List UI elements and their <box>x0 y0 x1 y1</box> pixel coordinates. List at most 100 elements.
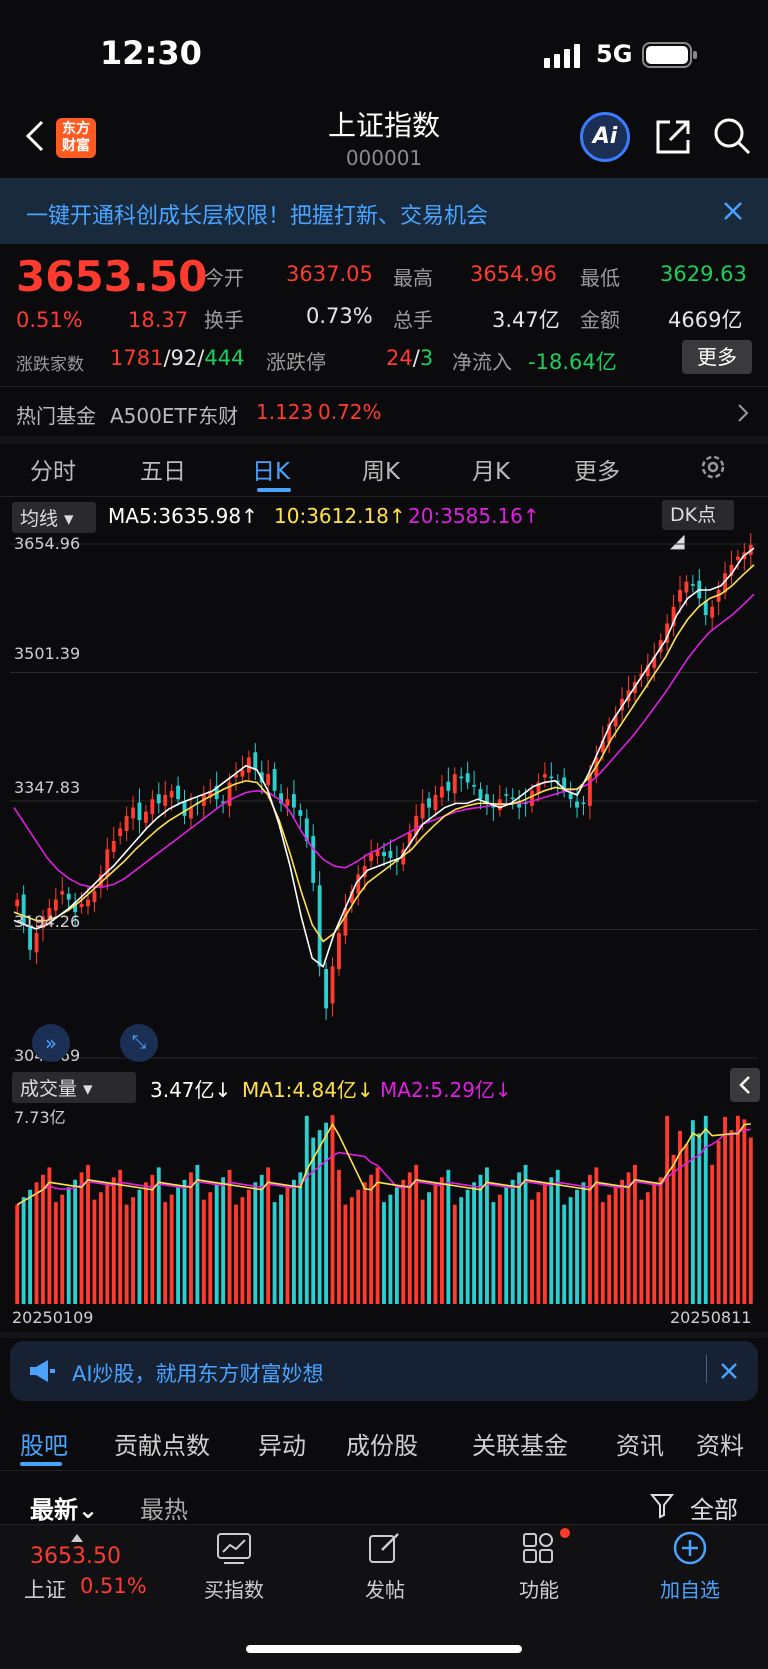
edit-post-icon[interactable] <box>368 1530 402 1564</box>
tab-day-k[interactable]: 日K <box>252 459 291 485</box>
candle <box>375 849 380 857</box>
candle <box>176 785 181 800</box>
collapse-left-icon[interactable] <box>730 1068 760 1102</box>
share-icon[interactable] <box>654 118 692 156</box>
filter-icon[interactable] <box>649 1492 676 1520</box>
tab-constituents[interactable]: 成份股 <box>346 1432 418 1460</box>
fullscreen-icon[interactable]: ⤡ <box>120 1024 158 1062</box>
tab-more[interactable]: 更多 <box>574 459 620 485</box>
volume-bar <box>504 1187 509 1304</box>
volume-max-label: 7.73亿 <box>14 1108 66 1127</box>
volume-bar <box>156 1167 161 1304</box>
settings-gear-icon[interactable] <box>698 452 728 482</box>
volume-bar <box>337 1169 341 1304</box>
nav-add-favorite[interactable]: 加自选 <box>660 1578 720 1602</box>
tab-forum[interactable]: 股吧 <box>20 1432 68 1460</box>
candle <box>246 757 251 773</box>
tab-timeshare[interactable]: 分时 <box>30 459 76 485</box>
volume-bar <box>723 1116 727 1304</box>
candle <box>478 789 483 800</box>
volume-bar <box>131 1197 135 1304</box>
notification-dot <box>560 1528 570 1538</box>
volume-bar <box>716 1140 721 1304</box>
candlestick-chart[interactable] <box>10 532 758 1068</box>
tab-month-k[interactable]: 月K <box>472 459 511 485</box>
volume-bar <box>330 1115 335 1304</box>
volume-bar <box>118 1169 123 1304</box>
volume-chart[interactable] <box>10 1104 758 1304</box>
breadth-label: 涨跌家数 <box>16 355 84 375</box>
candle <box>143 811 148 823</box>
tab-profile[interactable]: 资料 <box>696 1432 744 1460</box>
candle <box>504 794 509 796</box>
hot-fund-label: 热门基金 <box>16 404 96 428</box>
tab-related-funds[interactable]: 关联基金 <box>472 1432 568 1460</box>
candle <box>60 891 65 895</box>
more-button[interactable]: 更多 <box>682 340 752 374</box>
volume-bar <box>66 1187 71 1304</box>
volume-selector[interactable]: 成交量 ▾ <box>12 1072 136 1103</box>
candle <box>311 835 316 883</box>
filter-all[interactable]: 全部 <box>690 1496 738 1524</box>
candle <box>690 584 695 586</box>
volume-bar <box>176 1187 181 1304</box>
megaphone-icon <box>28 1358 56 1384</box>
volume-value: 3.47亿 <box>492 308 560 332</box>
turnover-value: 0.73% <box>306 304 373 328</box>
volume-bar <box>742 1119 747 1304</box>
sort-latest[interactable]: 最新⌄ <box>30 1496 99 1524</box>
candle <box>131 807 135 819</box>
nav-pct[interactable]: 0.51% <box>80 1574 147 1598</box>
ai-promo-bar[interactable] <box>10 1341 758 1401</box>
apps-icon[interactable] <box>522 1532 556 1566</box>
nav-buy-index[interactable]: 买指数 <box>204 1578 264 1602</box>
nav-function[interactable]: 功能 <box>519 1578 559 1602</box>
candle <box>485 794 489 804</box>
candle <box>79 903 84 908</box>
volume-bar <box>234 1204 238 1304</box>
candle <box>343 907 348 936</box>
candle <box>549 776 554 779</box>
volume-bar <box>626 1172 631 1304</box>
candle <box>266 774 271 785</box>
nav-price[interactable]: 3653.50 <box>30 1544 121 1569</box>
promo-banner[interactable] <box>0 178 768 244</box>
buy-index-icon[interactable] <box>216 1532 252 1566</box>
back-icon[interactable] <box>22 118 46 154</box>
candle <box>47 907 52 919</box>
candle <box>86 899 90 907</box>
candle <box>433 794 438 811</box>
close-icon[interactable] <box>720 1362 738 1380</box>
tab-news[interactable]: 资讯 <box>616 1432 664 1460</box>
nav-index-name[interactable]: 上证 <box>24 1578 66 1602</box>
volume-bar <box>485 1167 489 1304</box>
add-circle-icon[interactable] <box>672 1530 708 1566</box>
volume-bar <box>240 1197 245 1304</box>
hot-fund-name[interactable]: A500ETF东财 <box>110 404 239 428</box>
tab-anomaly[interactable]: 异动 <box>258 1432 306 1460</box>
volume-bar <box>633 1164 637 1304</box>
candle <box>671 606 676 626</box>
tab-week-k[interactable]: 周K <box>362 459 401 485</box>
tab-contribution[interactable]: 贡献点数 <box>114 1432 210 1460</box>
volume-bar <box>98 1192 103 1304</box>
search-icon[interactable] <box>712 116 752 156</box>
ai-button[interactable]: Ai <box>580 112 630 162</box>
low-label: 最低 <box>580 266 620 290</box>
nav-post[interactable]: 发帖 <box>365 1578 405 1602</box>
candle <box>182 801 187 816</box>
close-icon[interactable] <box>722 200 744 222</box>
sort-hot[interactable]: 最热 <box>140 1496 188 1524</box>
tab-five-day[interactable]: 五日 <box>140 459 186 485</box>
chevron-right-icon[interactable] <box>736 402 750 424</box>
change-value: 18.37 <box>128 308 189 332</box>
volume-bar <box>472 1182 477 1304</box>
volume-bar <box>703 1115 708 1304</box>
candle <box>678 589 682 602</box>
expand-left-icon[interactable]: » <box>32 1024 70 1062</box>
ma-selector[interactable]: 均线 ▾ <box>12 502 96 533</box>
promo-banner-text[interactable]: 一键开通科创成长层权限！把握打新、交易机会 <box>26 204 489 229</box>
dk-point-button[interactable]: DK点 ◢ <box>662 500 734 552</box>
volume-bar <box>536 1192 541 1304</box>
ai-promo-text[interactable]: AI炒股，就用东方财富妙想 <box>72 1362 324 1386</box>
